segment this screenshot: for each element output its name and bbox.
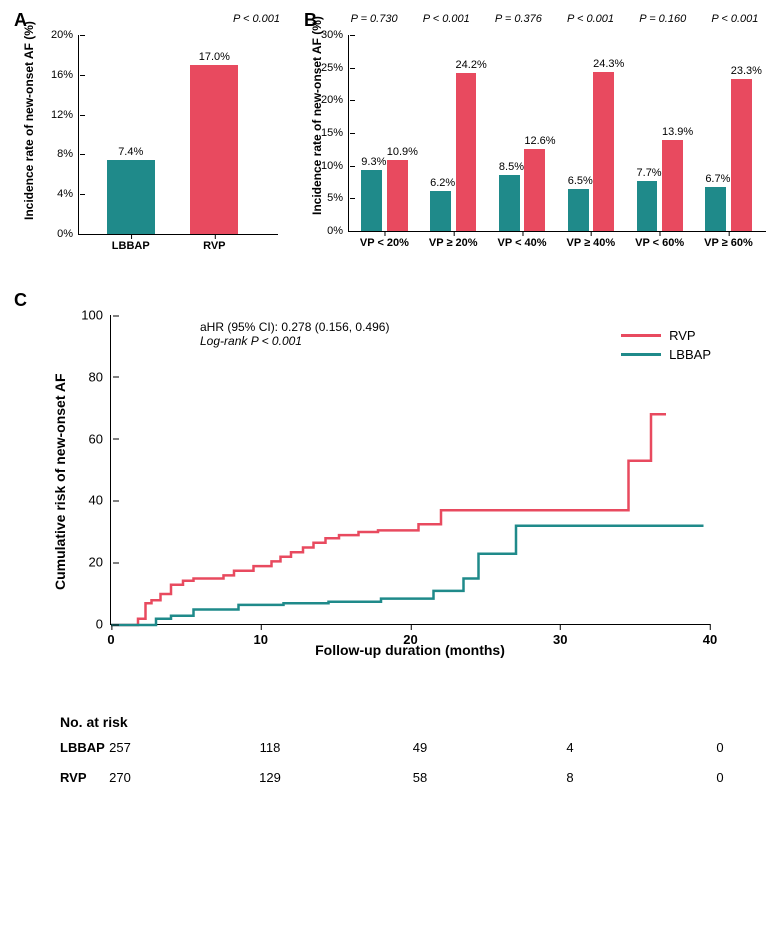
xtick: VP < 40%: [498, 231, 547, 249]
risk-cell: 49: [413, 740, 427, 755]
bar-label: 9.3%: [361, 156, 382, 168]
risk-cells: 2701295880: [120, 770, 720, 786]
pvalue: P = 0.376: [495, 13, 542, 25]
risk-cell: 0: [716, 770, 723, 785]
bar: 17.0%: [190, 65, 238, 234]
bar-label: 12.6%: [524, 135, 545, 147]
bar: 12.6%: [524, 149, 545, 231]
bar: 7.7%: [637, 181, 658, 231]
panel-b-chart: 0%5%10%15%20%25%30%9.3%10.9%VP < 20%6.2%…: [348, 35, 766, 232]
ytick: 80: [89, 369, 111, 384]
ytick: 16%: [51, 69, 79, 81]
xtick: VP < 20%: [360, 231, 409, 249]
pvalue: P < 0.001: [423, 13, 470, 25]
bar-label: 6.5%: [568, 175, 589, 187]
ytick: 4%: [57, 188, 79, 200]
bar-label: 10.9%: [387, 146, 408, 158]
xtick: LBBAP: [112, 234, 150, 252]
pvalue: P < 0.001: [711, 13, 758, 25]
pvalue: P = 0.730: [351, 13, 398, 25]
ytick: 0%: [57, 228, 79, 240]
xtick: RVP: [203, 234, 225, 252]
risk-table: No. at risk LBBAP2571184940RVP2701295880: [10, 714, 771, 786]
panel-a-pvalue: P < 0.001: [0, 13, 280, 25]
bar-label: 24.3%: [593, 58, 614, 70]
ytick: 12%: [51, 109, 79, 121]
bar-label: 6.7%: [705, 173, 726, 185]
ytick: 10%: [321, 160, 349, 172]
bar: 24.3%: [593, 72, 614, 231]
risk-cell: 257: [109, 740, 131, 755]
panel-c: C aHR (95% CI): 0.278 (0.156, 0.496) Log…: [10, 290, 771, 786]
risk-row: RVP2701295880: [60, 770, 771, 786]
panel-a-chart: 0%4%8%12%16%20%7.4%LBBAP17.0%RVP: [78, 35, 278, 235]
bar: 10.9%: [387, 160, 408, 231]
panel-a: A P < 0.001 Incidence rate of new-onset …: [10, 10, 290, 270]
panel-c-inner: C aHR (95% CI): 0.278 (0.156, 0.496) Log…: [10, 290, 771, 710]
ytick: 20: [89, 555, 111, 570]
ytick: 20%: [51, 29, 79, 41]
bar-label: 24.2%: [456, 59, 477, 71]
figure: A P < 0.001 Incidence rate of new-onset …: [10, 10, 771, 786]
risk-cell: 129: [259, 770, 281, 785]
bar-label: 6.2%: [430, 177, 451, 189]
ytick: 60: [89, 431, 111, 446]
panel-b-pvalues: P = 0.730 P < 0.001 P = 0.376 P < 0.001 P = …: [300, 13, 771, 25]
bar: 7.4%: [107, 160, 155, 234]
bar: 6.2%: [430, 191, 451, 232]
xtick: VP < 60%: [635, 231, 684, 249]
panel-a-ylabel: Incidence rate of new-onset AF (%): [22, 21, 36, 220]
ytick: 25%: [321, 62, 349, 74]
bar: 6.5%: [568, 189, 589, 231]
km-line-rvp: [111, 414, 666, 625]
risk-row: LBBAP2571184940: [60, 740, 771, 756]
ytick: 0%: [327, 225, 349, 237]
risk-cells: 2571184940: [120, 740, 720, 756]
ytick: 15%: [321, 127, 349, 139]
risk-cell: 58: [413, 770, 427, 785]
risk-cell: 270: [109, 770, 131, 785]
bar-label: 7.7%: [637, 167, 658, 179]
panel-c-ylabel: Cumulative risk of new-onset AF: [52, 373, 68, 590]
ytick: 5%: [327, 192, 349, 204]
risk-cell: 8: [566, 770, 573, 785]
pvalue: P < 0.001: [567, 13, 614, 25]
panel-c-xlabel: Follow-up duration (months): [110, 642, 710, 658]
bar-label: 8.5%: [499, 161, 520, 173]
pvalue: P = 0.160: [639, 13, 686, 25]
risk-table-title: No. at risk: [60, 714, 771, 730]
ytick: 100: [81, 308, 111, 323]
bar: 6.7%: [705, 187, 726, 231]
bar-label: 7.4%: [107, 146, 155, 158]
risk-rows: LBBAP2571184940RVP2701295880: [60, 740, 771, 786]
panel-c-label: C: [14, 290, 27, 311]
panel-c-chart: 020406080100010203040: [110, 315, 710, 625]
panel-b: B P = 0.730P < 0.001P = 0.376P < 0.001P …: [300, 10, 771, 270]
km-line-lbbap: [111, 526, 704, 625]
km-svg: [111, 315, 710, 624]
xtick: VP ≥ 60%: [704, 231, 753, 249]
ytick: 30%: [321, 29, 349, 41]
bar: 24.2%: [456, 73, 477, 231]
bar: 8.5%: [499, 175, 520, 231]
bar-label: 13.9%: [662, 126, 683, 138]
risk-cell: 4: [566, 740, 573, 755]
risk-cell: 118: [260, 740, 281, 755]
xtick: VP ≥ 20%: [429, 231, 478, 249]
bar-label: 17.0%: [190, 51, 238, 63]
ytick: 8%: [57, 148, 79, 160]
risk-cell: 0: [716, 740, 723, 755]
bar-label: 23.3%: [731, 65, 752, 77]
bar: 23.3%: [731, 79, 752, 231]
ytick: 20%: [321, 94, 349, 106]
top-row: A P < 0.001 Incidence rate of new-onset …: [10, 10, 771, 270]
xtick: VP ≥ 40%: [567, 231, 616, 249]
bar: 13.9%: [662, 140, 683, 231]
panel-b-ylabel: Incidence rate of new-onset AF (%): [310, 16, 324, 215]
ytick: 40: [89, 493, 111, 508]
bar: 9.3%: [361, 170, 382, 231]
